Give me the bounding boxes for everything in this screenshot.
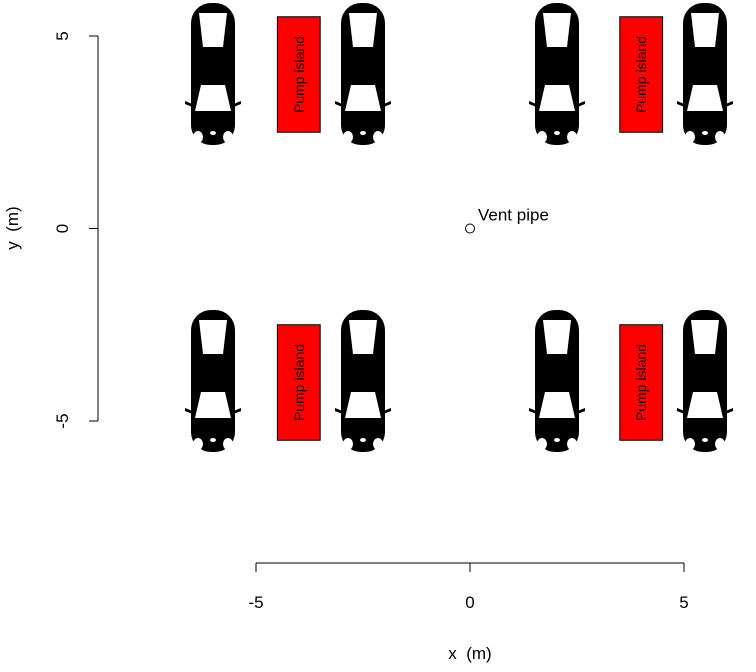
x-axis-label: x (m) <box>448 644 491 663</box>
car <box>335 3 391 145</box>
car <box>185 310 241 452</box>
point-label: Vent pipe <box>478 206 549 225</box>
pump-island <box>276 16 321 133</box>
x-tick-label: 0 <box>465 593 474 612</box>
y-tick-label: 0 <box>53 224 72 233</box>
pump-island-label: Pump island <box>633 36 649 113</box>
car <box>185 3 241 145</box>
car <box>335 310 391 452</box>
pump-island-label: Pump island <box>291 36 307 113</box>
car <box>529 310 585 452</box>
pump-island-label: Pump island <box>633 344 649 421</box>
car <box>529 3 585 145</box>
point <box>465 223 475 234</box>
y-axis-label: y (m) <box>3 206 22 249</box>
y-tick-label: 5 <box>53 31 72 40</box>
car <box>677 310 733 452</box>
x-tick-label: 5 <box>679 593 688 612</box>
car <box>677 3 733 145</box>
pump-island <box>619 16 664 133</box>
pump-island-label: Pump island <box>291 344 307 421</box>
y-tick-label: -5 <box>53 413 72 428</box>
pump-island <box>619 324 664 441</box>
x-tick-label: -5 <box>248 593 263 612</box>
pump-island <box>276 324 321 441</box>
